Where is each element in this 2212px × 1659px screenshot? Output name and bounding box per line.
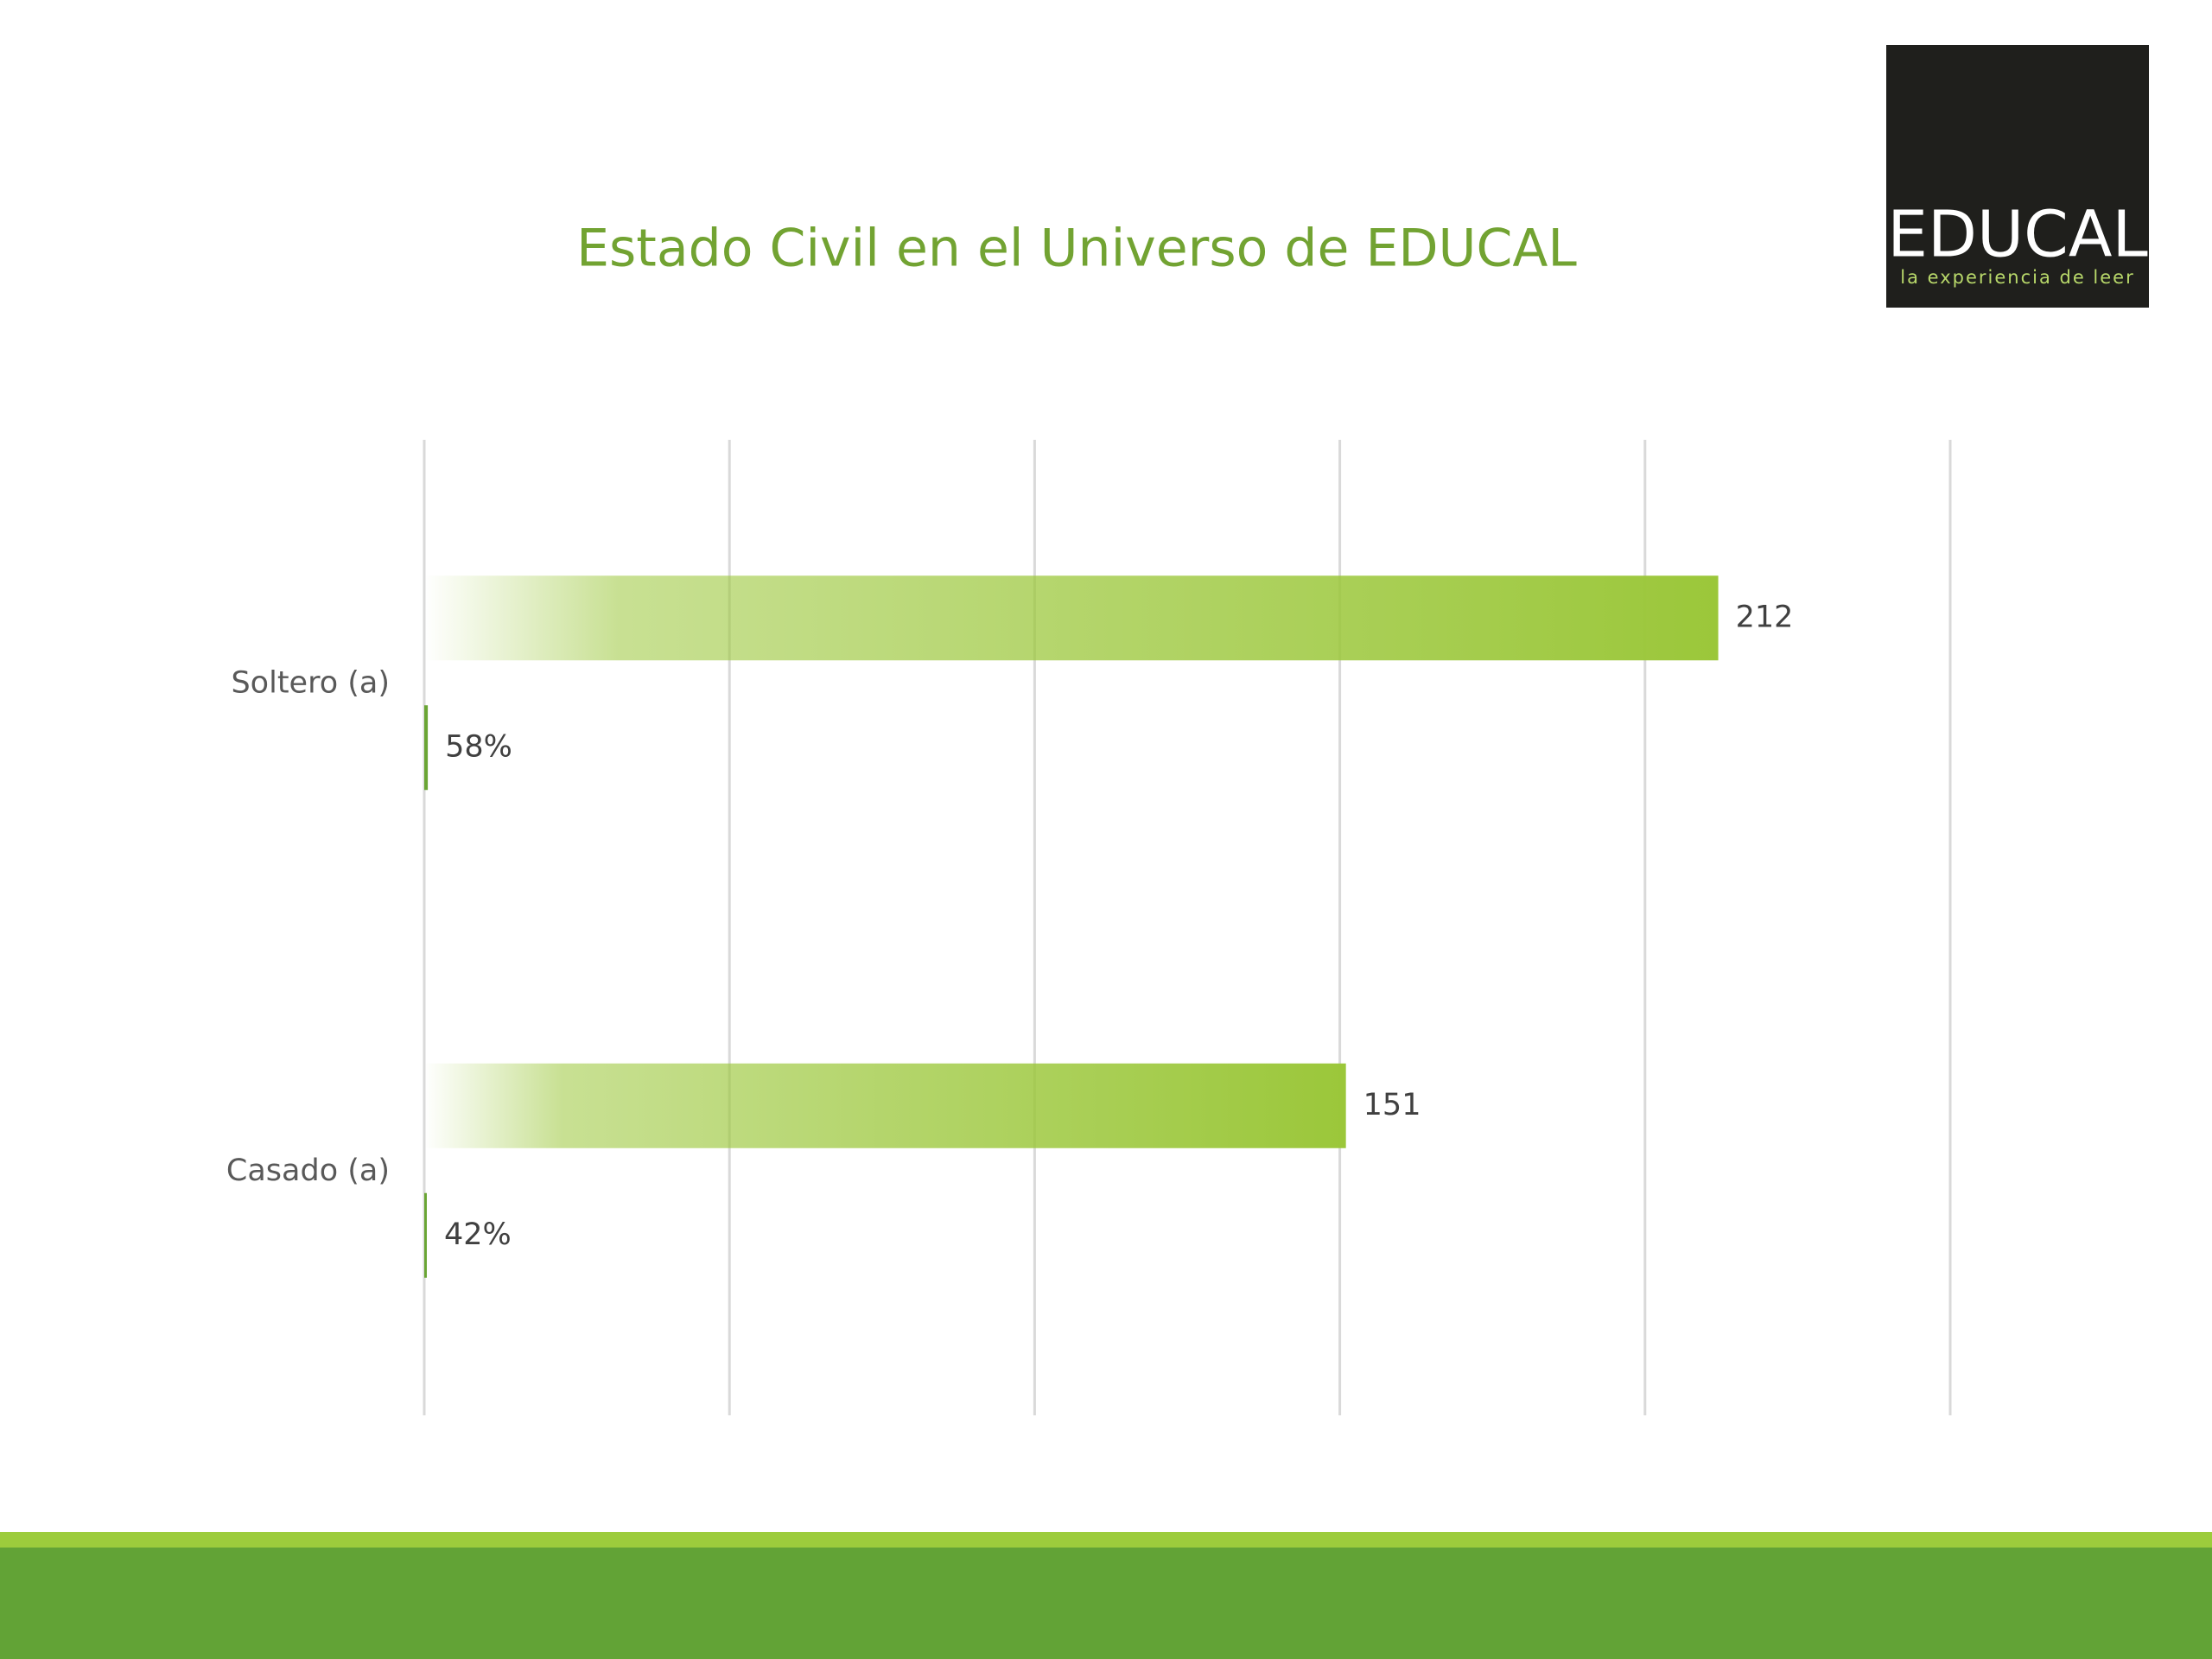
bar: [424, 1063, 1346, 1148]
bar: [424, 1192, 427, 1278]
value-label: 212: [1736, 600, 1794, 634]
category-label: Casado (a): [226, 1154, 390, 1188]
logo-tagline: la experiencia de leer: [1900, 267, 2134, 288]
bar: [424, 705, 429, 791]
chart-title: Estado Civil en el Universo de EDUCAL: [576, 219, 1577, 279]
logo-name: EDUCAL: [1887, 198, 2147, 272]
logo-box: [1886, 45, 2149, 308]
value-label: 151: [1363, 1088, 1421, 1122]
value-label: 42%: [444, 1217, 512, 1252]
footer-stripe: [0, 1532, 2212, 1548]
value-label: 58%: [445, 729, 512, 764]
bar: [424, 575, 1719, 661]
footer-band: [0, 1548, 2212, 1659]
category-label: Soltero (a): [231, 665, 390, 700]
chart: Soltero (a) 212 58% Casado (a) 151 42%: [226, 440, 1952, 1415]
